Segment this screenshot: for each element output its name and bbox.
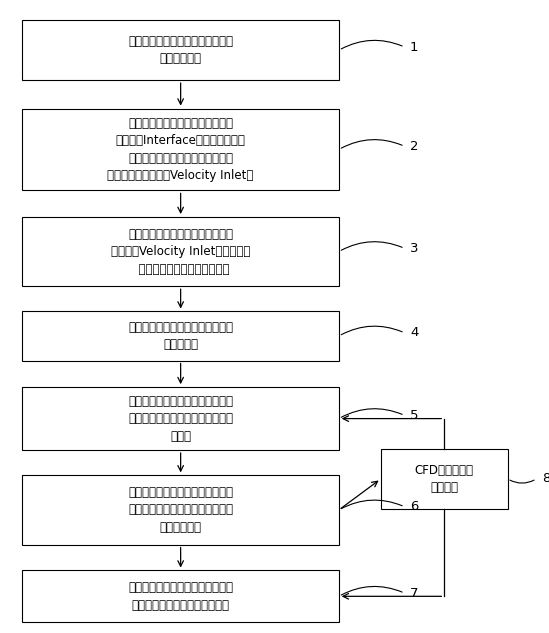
Bar <box>23 475 339 544</box>
Bar <box>23 20 339 80</box>
Bar <box>23 387 339 450</box>
Text: 4: 4 <box>410 327 418 339</box>
Bar <box>23 311 339 361</box>
Text: 根据激波管及膜片信息，生成激波
管及膜片网格: 根据激波管及膜片信息，生成激波 管及膜片网格 <box>128 35 233 65</box>
Text: 1: 1 <box>410 41 418 54</box>
Text: 2: 2 <box>410 140 418 153</box>
Text: 当未达到最大变形的迭代步数时，
执行变形，否则保持最终的形状: 当未达到最大变形的迭代步数时， 执行变形，否则保持最终的形状 <box>128 581 233 611</box>
Text: 定义膜片中脊线的变形方式为圆弧
弯曲式变形: 定义膜片中脊线的变形方式为圆弧 弯曲式变形 <box>128 321 233 351</box>
Text: 3: 3 <box>410 242 418 255</box>
Bar <box>23 570 339 622</box>
Bar <box>381 449 507 509</box>
Text: 在程序的流动模拟部分，将速度入
口条件（Velocity Inlet）的执行体
  更改为壁面边界条件的执行体: 在程序的流动模拟部分，将速度入 口条件（Velocity Inlet）的执行体 … <box>111 228 250 275</box>
Text: 5: 5 <box>410 409 418 422</box>
Text: CFD仿真过程中
执行循环: CFD仿真过程中 执行循环 <box>414 463 474 494</box>
Text: 根据膜片中脊线变形的时间历程，
结合当前迭代步数，进行一次中脊
线变形: 根据膜片中脊线变形的时间历程， 结合当前迭代步数，进行一次中脊 线变形 <box>128 394 233 442</box>
Text: 将激波管的一段壁面边界设为交界
面条件（Interface），将激波管剩
下的壁面边界和膜片网格管壁边界
设为速度入口条件（Velocity Inlet）: 将激波管的一段壁面边界设为交界 面条件（Interface），将激波管剩 下的壁… <box>108 116 254 182</box>
Text: 8: 8 <box>542 472 549 486</box>
Text: 7: 7 <box>410 587 418 599</box>
Text: 定义膜片边界网格及其余网格的变
形方式，并利用重叠网格装配技术
生成计算网格: 定义膜片边界网格及其余网格的变 形方式，并利用重叠网格装配技术 生成计算网格 <box>128 486 233 534</box>
Text: 6: 6 <box>410 500 418 513</box>
Bar <box>23 217 339 286</box>
Bar <box>23 108 339 191</box>
